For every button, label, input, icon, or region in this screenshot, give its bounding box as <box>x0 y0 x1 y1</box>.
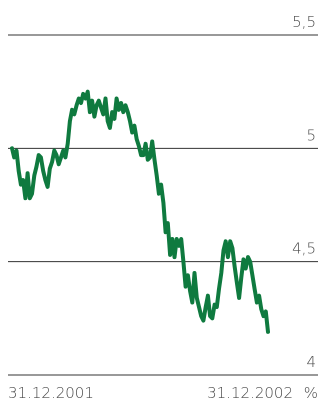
y-tick-label-1: 5 <box>306 126 316 144</box>
y-tick-label-0: 5,5 <box>292 13 316 31</box>
tick-labels: 31.12.2001 31.12.2002 % 5,5 5 4,5 4 <box>8 13 318 402</box>
y-tick-label-3: 4 <box>306 353 316 371</box>
x-start-label: 31.12.2001 <box>8 384 94 402</box>
unit-label: % <box>304 384 318 402</box>
x-end-label: 31.12.2002 <box>207 384 293 402</box>
series-line-group <box>10 89 270 334</box>
series-line-0 <box>10 89 270 334</box>
grid-lines <box>8 34 318 376</box>
y-tick-label-2: 4,5 <box>292 240 316 258</box>
